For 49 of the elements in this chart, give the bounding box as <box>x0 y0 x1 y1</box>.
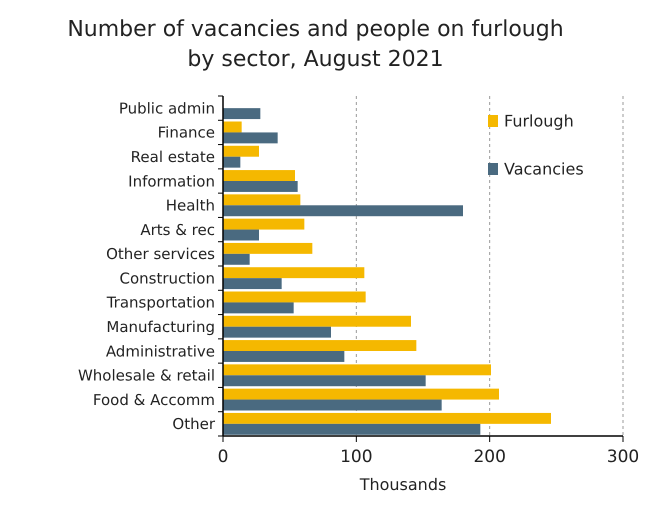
y-tick-label: Other services <box>106 245 216 264</box>
bar <box>223 267 364 278</box>
y-tick-label: Other <box>172 415 216 434</box>
bar <box>223 170 295 181</box>
legend-label: Vacancies <box>504 160 584 179</box>
y-tick-label: Construction <box>119 269 215 288</box>
x-axis-title: Thousands <box>358 475 446 494</box>
bar <box>223 375 426 386</box>
y-tick-label: Manufacturing <box>106 318 215 336</box>
bar <box>223 424 480 435</box>
bar <box>223 316 411 327</box>
bar <box>223 400 442 410</box>
x-tick-label: 200 <box>473 447 506 467</box>
bar <box>223 108 260 120</box>
bar <box>223 132 278 144</box>
y-tick-label: Transportation <box>106 294 215 312</box>
bar <box>223 326 331 338</box>
y-tick-label: Arts & rec <box>140 220 215 239</box>
y-tick-label: Information <box>128 172 215 190</box>
y-tick-label: Real estate <box>130 148 215 166</box>
bar <box>223 181 298 192</box>
bar <box>223 278 282 290</box>
bar <box>223 194 300 206</box>
x-tick-label: 0 <box>218 447 228 467</box>
bar <box>223 292 366 302</box>
y-tick-label: Wholesale & retail <box>78 366 215 385</box>
bar <box>223 242 312 254</box>
bar <box>223 156 240 168</box>
bar <box>223 218 304 230</box>
y-tick-label: Food & Accomm <box>92 390 215 409</box>
bar <box>223 340 416 351</box>
y-tick-label: Health <box>166 196 215 215</box>
y-tick-label: Public admin <box>118 99 215 118</box>
y-tick-label: Finance <box>158 124 215 142</box>
bar <box>223 146 259 157</box>
bar <box>223 388 499 400</box>
bar <box>223 302 294 314</box>
y-tick-label: Administrative <box>106 342 215 360</box>
bar <box>223 230 259 240</box>
x-tick-label: 100 <box>340 447 373 467</box>
legend-label: Furlough <box>504 112 574 131</box>
bar <box>223 351 344 362</box>
bar <box>223 364 491 376</box>
chart-title: Number of vacancies and people on furlough by sector, August 2021 <box>67 17 564 72</box>
bar <box>223 412 551 424</box>
bar <box>223 254 250 265</box>
bar <box>223 122 242 132</box>
bar <box>223 205 463 216</box>
x-tick-label: 300 <box>606 447 640 467</box>
